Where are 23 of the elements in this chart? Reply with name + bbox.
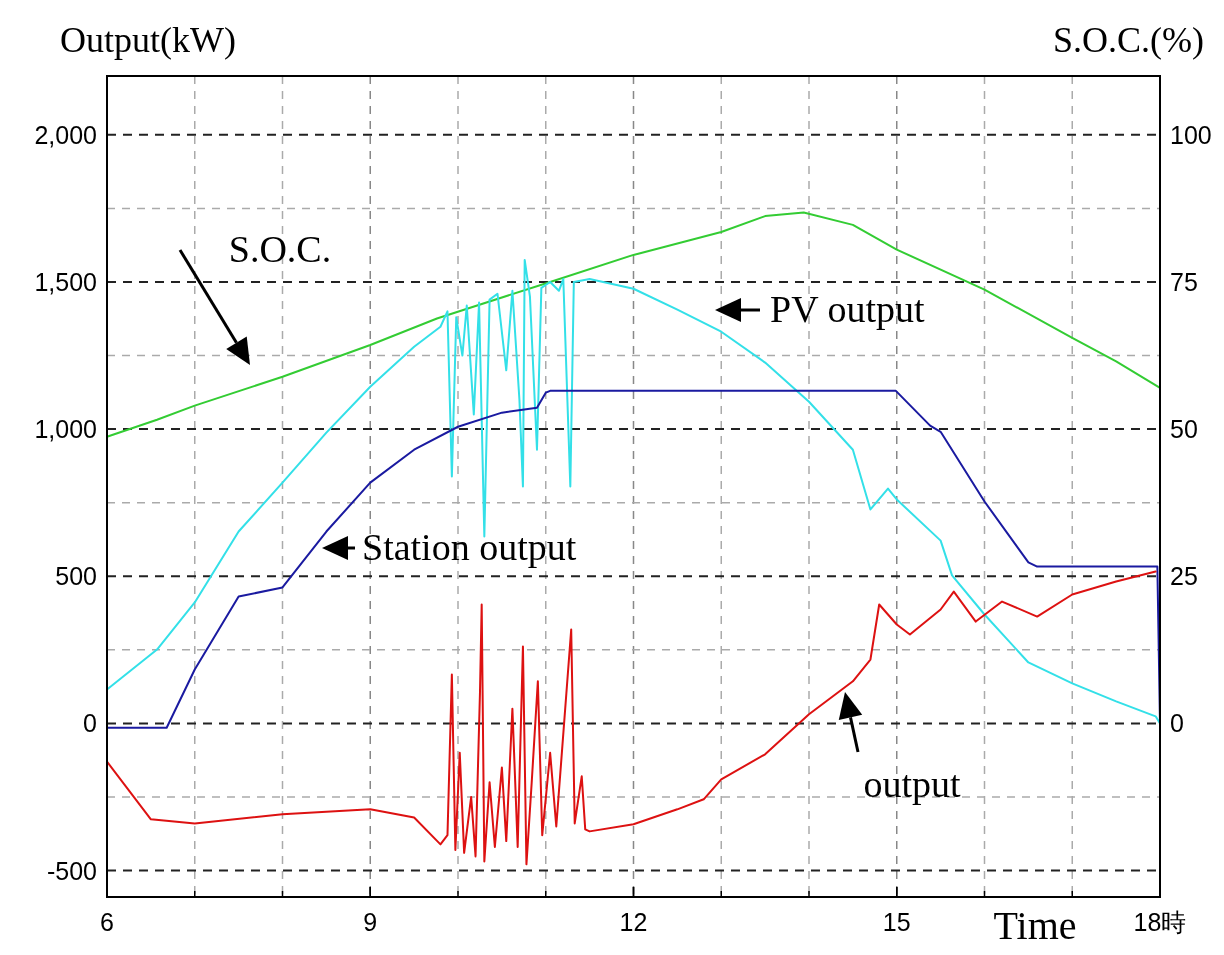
x-tick-label: 6 [100,908,114,936]
x-axis-title: Time [993,903,1077,948]
series-label: Station output [362,526,577,568]
x-tick-label: 18時 [1133,908,1187,936]
y2-tick-label: 50 [1170,415,1198,444]
y2-tick-label: 100 [1170,120,1212,149]
y2-tick-label: 75 [1170,267,1198,296]
y-axis-title: Output(kW) [60,20,236,60]
y-tick-label: 2,000 [34,120,97,149]
series-label: PV output [770,288,925,330]
y-tick-label: -500 [46,856,97,885]
y2-axis-title: S.O.C.(%) [1053,20,1204,60]
y2-tick-label: 0 [1170,709,1184,738]
series-label: output [863,763,961,805]
x-tick-label: 12 [619,908,648,936]
y-tick-label: 1,000 [34,415,97,444]
y-tick-label: 500 [55,562,97,591]
y2-tick-label: 25 [1170,562,1198,591]
text: S.O.C. [228,228,332,270]
x-tick-label: 9 [363,908,378,936]
x-tick-label: 15 [882,908,911,936]
y-tick-label: 1,500 [34,267,97,296]
y-tick-label: 0 [83,709,97,738]
